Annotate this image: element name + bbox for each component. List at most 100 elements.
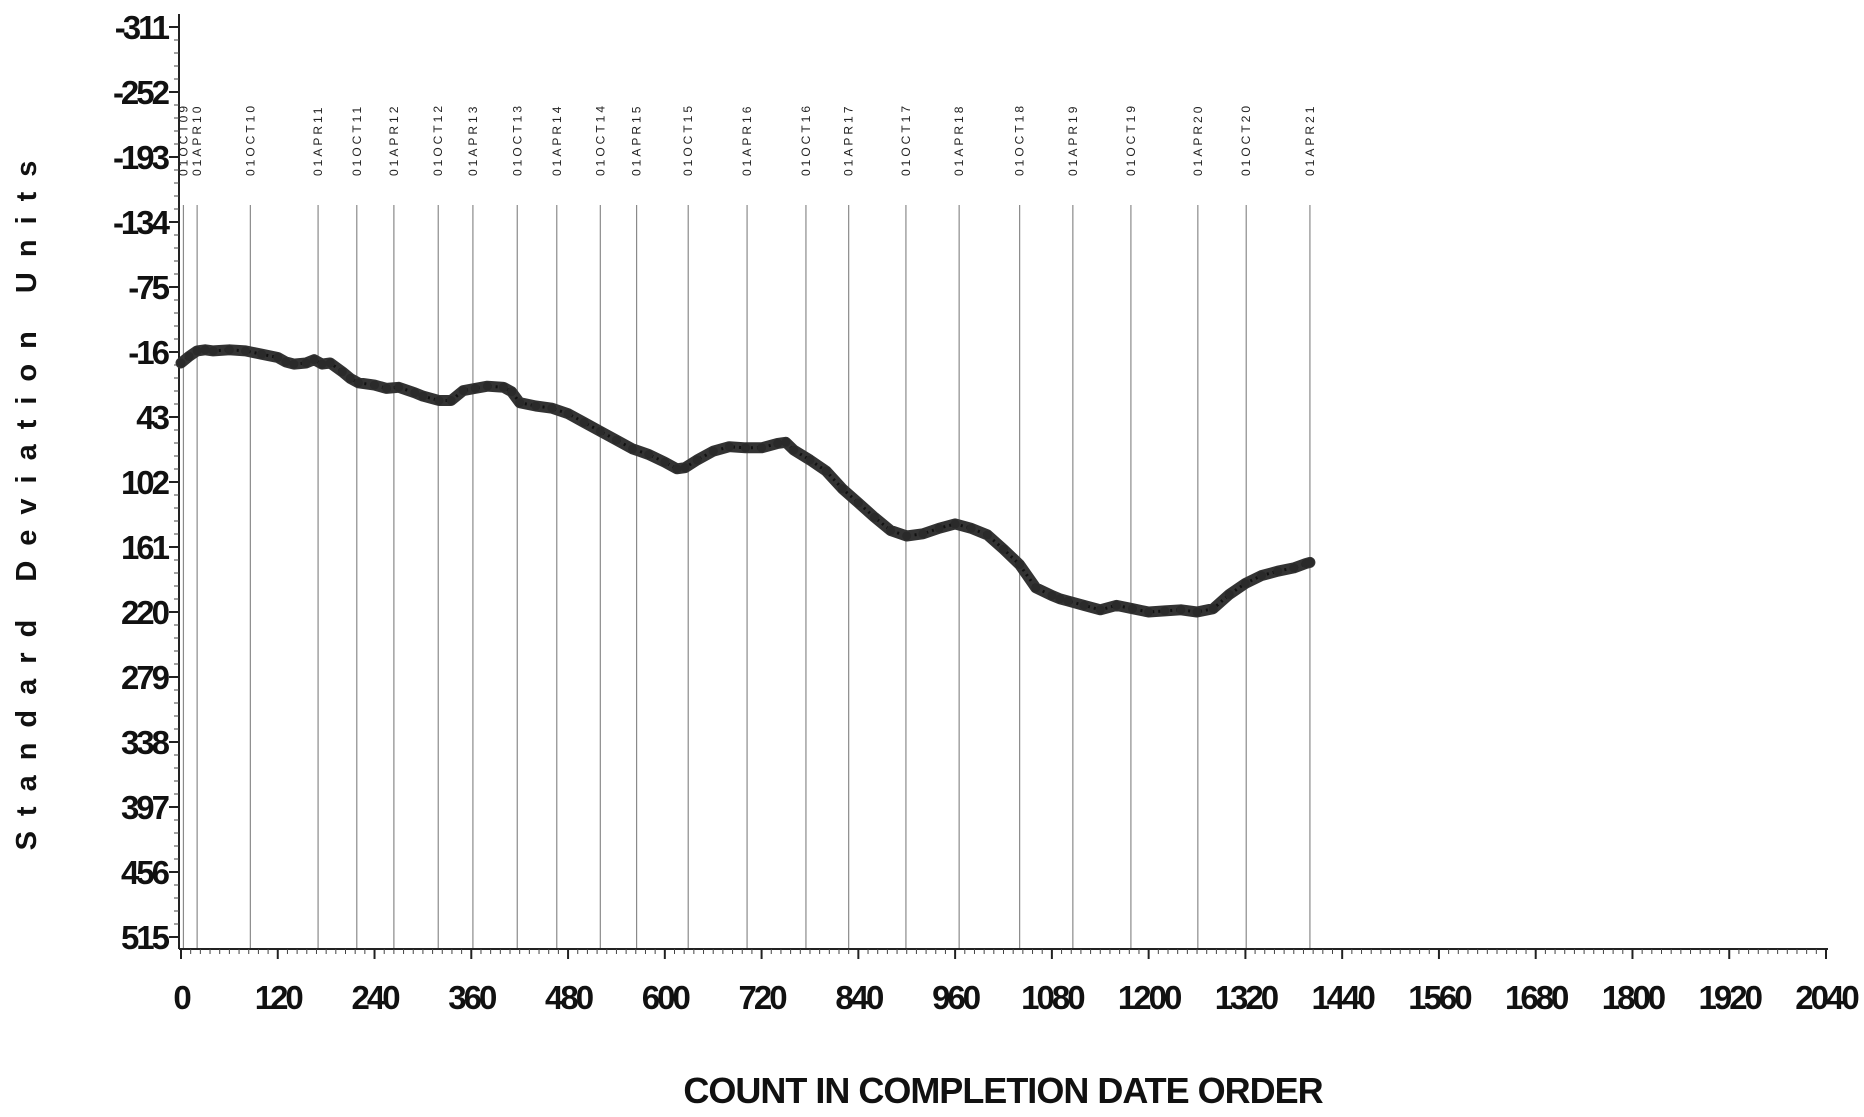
- y-axis-ticks: -311 -252 -193 -134 -75 -16 43 102 161 220 279 338 3…: [113, 9, 179, 956]
- y-tick-label: -75: [128, 269, 169, 306]
- data-point: [1160, 606, 1170, 616]
- x-tick-label: 2040: [1795, 979, 1858, 1016]
- reference-date-label: 01OCT19: [1124, 103, 1138, 176]
- reference-date-label: 01APR10: [190, 104, 204, 176]
- data-point: [353, 378, 363, 388]
- data-point: [902, 531, 912, 541]
- y-tick-label: 515: [121, 919, 170, 956]
- data-point: [1031, 583, 1041, 593]
- data-point: [1128, 604, 1137, 614]
- data-point: [821, 466, 831, 476]
- data-point: [999, 544, 1008, 554]
- reference-date-label: 01APR21: [1303, 104, 1317, 176]
- reference-date-label: 01APR12: [387, 104, 401, 176]
- data-point: [1208, 604, 1218, 614]
- data-point: [281, 357, 291, 367]
- data-point: [337, 367, 347, 377]
- data-point: [1257, 571, 1266, 581]
- reference-date-label: 01OCT11: [350, 104, 364, 176]
- reference-date-label: 01APR18: [952, 104, 966, 176]
- data-point: [482, 381, 492, 391]
- data-point: [982, 530, 992, 540]
- data-point: [1063, 596, 1073, 606]
- reference-date-label: 01OCT13: [510, 103, 524, 176]
- reference-date-label: 01OCT12: [431, 103, 445, 176]
- y-tick-label: -16: [128, 334, 169, 371]
- data-point: [789, 445, 799, 455]
- data-point: [934, 523, 944, 533]
- data-point: [208, 346, 218, 356]
- data-point: [317, 359, 327, 369]
- data-point: [966, 523, 976, 533]
- reference-lines: [182, 205, 1311, 949]
- data-point: [200, 345, 210, 355]
- x-axis-ticks: 0 120 240 360 480 600 720 840 960 1080 1200 1320 144…: [173, 949, 1861, 1016]
- y-tick-label: 338: [121, 724, 170, 761]
- data-point: [370, 380, 379, 390]
- x-tick-label: 1560: [1408, 979, 1471, 1016]
- data-point: [224, 345, 234, 355]
- reference-date-label: 01OCT16: [799, 103, 813, 176]
- reference-date-label: 01APR14: [550, 104, 564, 176]
- data-point: [773, 438, 783, 448]
- x-tick-label: 480: [545, 979, 593, 1016]
- x-tick-label: 600: [642, 979, 690, 1016]
- x-tick-label: 1680: [1505, 979, 1568, 1016]
- data-point: [507, 387, 517, 397]
- data-point: [1079, 600, 1089, 610]
- data-point: [1144, 607, 1154, 617]
- data-point: [446, 396, 456, 405]
- x-tick-label: 1920: [1699, 979, 1762, 1016]
- reference-date-label: 01APR20: [1191, 104, 1205, 176]
- data-point: [757, 443, 767, 453]
- reference-date-label: 01APR16: [740, 104, 754, 176]
- axes: [178, 14, 1828, 950]
- reference-date-label: 01APR13: [466, 104, 480, 176]
- x-tick-label: 1320: [1215, 979, 1278, 1016]
- data-point: [741, 443, 750, 453]
- y-tick-label: 102: [121, 464, 170, 501]
- x-tick-label: 240: [351, 979, 399, 1016]
- x-tick-label: 0: [173, 979, 190, 1016]
- data-point: [708, 446, 718, 456]
- data-point: [499, 382, 508, 392]
- x-tick-label: 840: [835, 979, 883, 1016]
- reference-date-label: 01OCT18: [1013, 103, 1027, 176]
- reference-date-label: 01APR17: [842, 104, 856, 176]
- y-tick-label: -193: [113, 139, 170, 176]
- data-point: [853, 498, 863, 508]
- x-tick-label: 120: [255, 979, 303, 1016]
- data-point: [692, 455, 702, 465]
- y-tick-label: 456: [121, 854, 170, 891]
- data-point: [394, 382, 404, 392]
- x-tick-label: 1200: [1118, 979, 1181, 1016]
- data-point: [781, 437, 791, 447]
- data-point: [547, 403, 557, 413]
- reference-date-label: 01OCT10: [243, 103, 257, 176]
- series-line-texture: [180, 348, 1311, 614]
- x-tick-label: 1440: [1311, 979, 1374, 1016]
- data-point: [289, 359, 299, 369]
- reference-date-label: 01OCT15: [681, 103, 695, 176]
- y-tick-label: -252: [113, 74, 170, 111]
- x-tick-label: 1800: [1602, 979, 1665, 1016]
- reference-date-label: 01APR19: [1066, 104, 1080, 176]
- data-point: [1192, 607, 1202, 617]
- data-point: [382, 383, 392, 393]
- data-point: [410, 388, 420, 398]
- data-point: [672, 464, 682, 474]
- y-tick-label: -134: [113, 204, 171, 241]
- data-point: [1047, 591, 1057, 600]
- y-tick-label: 279: [121, 659, 170, 696]
- reference-date-label: 01OCT17: [899, 103, 913, 176]
- series-group: [175, 344, 1316, 618]
- y-axis-label: Standard Deviation Units: [11, 146, 43, 851]
- data-point: [1305, 557, 1315, 567]
- x-axis-label: COUNT IN COMPLETION DATE ORDER: [683, 1070, 1323, 1111]
- data-point: [458, 386, 468, 396]
- data-point: [531, 401, 541, 411]
- data-point: [886, 526, 896, 535]
- data-point: [805, 455, 815, 465]
- x-tick-label: 360: [448, 979, 496, 1016]
- data-point: [1240, 578, 1250, 588]
